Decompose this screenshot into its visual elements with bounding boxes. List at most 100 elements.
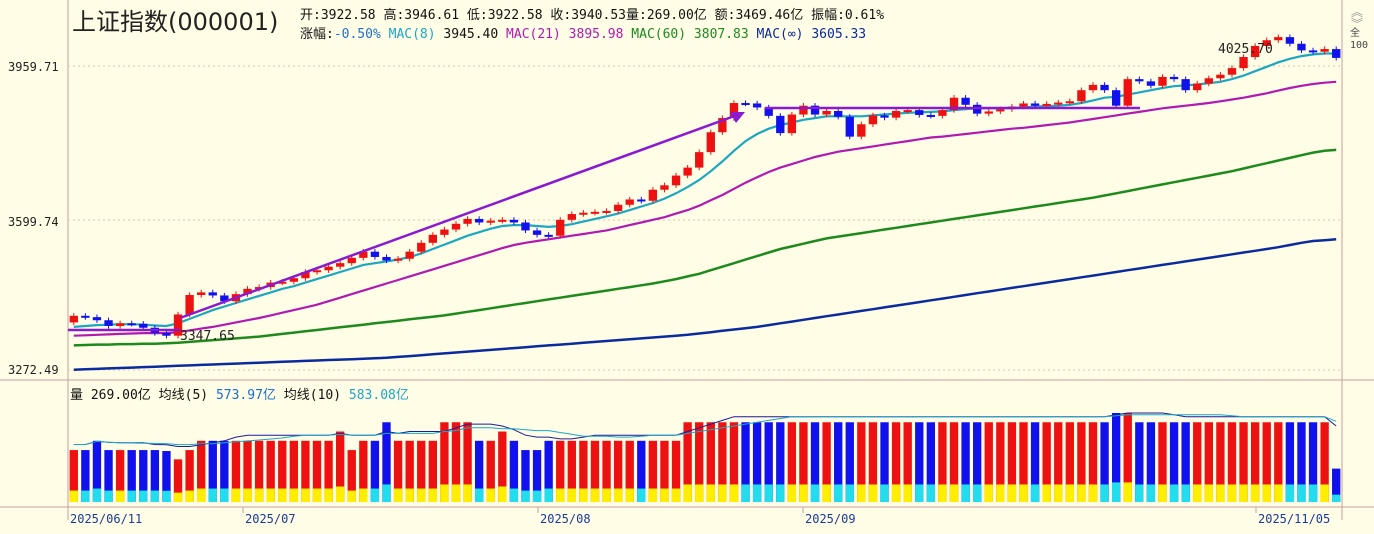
volume-bar [1169,422,1179,502]
volume-bar [115,450,125,502]
candle-body [1042,103,1051,106]
candle-body [1054,102,1063,105]
candle-body [764,107,773,116]
candle-body [115,323,125,326]
volume-sub-bar [845,484,854,502]
volume-sub-bar [799,484,808,502]
volume-bar [1227,422,1237,502]
candle-body [1019,103,1028,107]
candle-body [92,317,102,321]
volume-sub-bar [625,488,634,502]
volume-bar [810,422,820,502]
volume-sub-bar [474,488,484,502]
side-text-2: 100 [1350,40,1369,51]
ma60-value: 3807.83 [693,27,749,42]
volume-sub-bar [382,484,391,502]
volume-sub-bar [891,484,901,502]
volume-sub-bar [127,490,136,502]
candle-body [440,229,449,235]
candle-body [1297,43,1306,51]
volume-sub-bar [1262,484,1271,502]
volume-bar [498,431,507,502]
candle-body [544,234,553,237]
volume-bar [1158,422,1167,502]
volume-sub-bar [266,488,275,502]
candle-body [127,323,136,326]
volume-sub-bar [984,484,993,502]
volume-bar [359,440,368,502]
candle-body [405,251,414,259]
quote-line: 开:3922.58 高:3946.61 低:3922.58 收:3940.53量… [300,4,884,23]
volume-bar [1111,412,1121,502]
candle-body [289,278,299,282]
volume-bar [1042,422,1051,502]
side-text-1: 全 [1350,28,1360,39]
candle-body [915,110,924,115]
candle-body [1285,37,1295,44]
y-tick-top: 3959.71 [8,60,59,74]
x-tick-label: 2025/09 [805,512,856,526]
volume-sub-bar [1285,484,1295,502]
volume-sub-bar [880,484,889,502]
volume-sub-bar [1169,484,1179,502]
volume-sub-bar [1158,484,1167,502]
scroll-up-icon[interactable]: ︽ [1350,5,1363,19]
volume-bar [729,422,739,502]
candle-body [185,295,194,315]
volume-sub-bar [359,488,368,502]
candle-body [625,199,634,205]
chg-label: 涨幅: [300,27,334,42]
volume-bar [903,422,912,502]
volume-sub-bar [1077,484,1086,502]
candle-body [776,115,785,134]
high-label: 高: [383,8,405,23]
vol-avg10-line [73,414,1337,446]
volume-sub-bar [370,488,380,502]
mainf-value: 3605.33 [811,27,867,42]
x-tick-label: 2025/07 [245,512,296,526]
side-panel: 全 100 [1350,28,1368,52]
candle-body [637,199,646,202]
candle-body [451,223,461,230]
scroll-controls[interactable]: ︽ ︾ [1348,6,1370,30]
volume-bar [938,422,947,502]
open-value: 3922.58 [320,8,376,23]
volume-bar [1216,422,1225,502]
candle-body [1135,79,1144,82]
candle-body [162,333,171,336]
volume-bar [868,422,878,502]
scroll-down-icon[interactable]: ︾ [1350,17,1363,31]
volume-sub-bar [1042,484,1051,502]
candle-body [1158,76,1167,86]
volume-sub-bar [486,488,495,502]
volume-sub-bar [428,488,437,502]
candle-body [1123,79,1132,106]
candle-body [683,167,692,176]
volume-sub-bar [579,488,588,502]
candle-body [845,116,854,137]
candle-body [474,218,484,223]
volume-sub-bar [915,484,924,502]
volume-bar [69,450,78,502]
volume-sub-bar [220,488,229,502]
x-tick-label: 2025/11/05 [1258,512,1330,526]
x-tick-label: 2025/08 [540,512,591,526]
volume-bar [405,440,414,502]
volume-bar [1030,422,1040,502]
volume-sub-bar [1065,484,1074,502]
volume-bar [104,450,113,502]
vol-value: 269.00亿 [646,8,707,23]
volume-bar [1239,422,1248,502]
volume-bar [173,459,183,502]
volume-bar [150,450,160,502]
candle-body [857,124,866,137]
volume-sub-bar [231,488,241,502]
candle-body [370,251,380,257]
volume-bar [139,450,148,502]
volume-sub-bar [613,488,623,502]
volume-bar [231,440,241,502]
volume-sub-bar [1216,484,1225,502]
volume-sub-bar [463,484,472,502]
volume-sub-bar [162,490,171,502]
